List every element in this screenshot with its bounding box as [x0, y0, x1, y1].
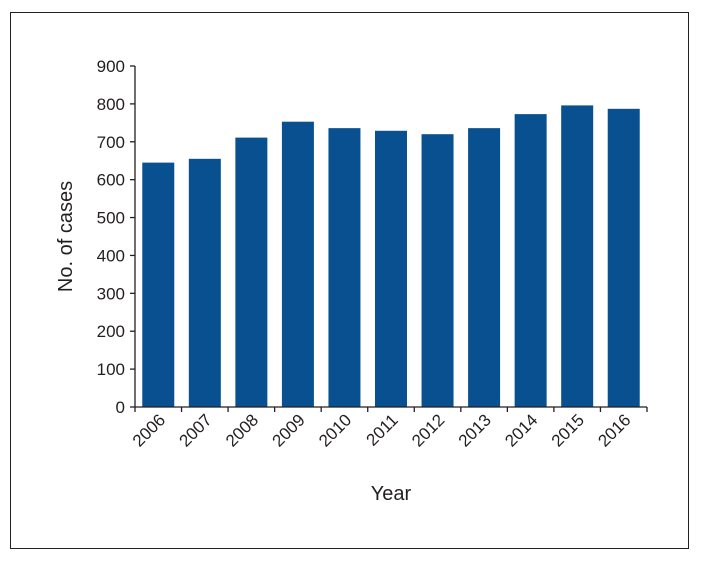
bar-2012 — [421, 134, 454, 407]
y-tick-label: 300 — [97, 284, 125, 303]
y-tick-label: 400 — [97, 246, 125, 265]
y-tick-label: 700 — [97, 133, 125, 152]
bar-2011 — [375, 130, 407, 408]
x-tick-label-2014: 2014 — [501, 410, 541, 450]
x-tick-label-2008: 2008 — [222, 410, 262, 450]
x-tick-label-2010: 2010 — [315, 410, 355, 450]
bar-2013 — [468, 128, 501, 408]
x-tick-label-2013: 2013 — [455, 410, 495, 450]
y-tick-label: 200 — [97, 322, 125, 341]
bar-2014 — [514, 114, 547, 407]
x-tick-label-2012: 2012 — [408, 410, 448, 450]
y-axis-title: No. of cases — [55, 181, 77, 292]
bar-2008 — [235, 137, 268, 408]
x-tick-label-2006: 2006 — [129, 410, 169, 450]
y-axis-ticks: 0 100 200 300 400 500 600 700 800 900 — [97, 57, 135, 417]
bars-group — [142, 105, 640, 408]
x-tick-label-2011: 2011 — [363, 410, 402, 449]
x-tick-label-2009: 2009 — [269, 410, 309, 450]
bar-2015 — [561, 105, 594, 407]
x-tick-label-2016: 2016 — [594, 410, 634, 450]
x-tick-label-2015: 2015 — [548, 410, 588, 450]
bar-2016 — [607, 108, 640, 407]
bar-2009 — [281, 121, 314, 408]
bar-2006 — [142, 162, 175, 407]
bar-2010 — [328, 128, 361, 408]
y-tick-label: 900 — [97, 57, 125, 76]
y-tick-label: 800 — [97, 95, 125, 114]
y-tick-label: 600 — [97, 171, 125, 190]
x-axis-title: Year — [371, 483, 412, 505]
bar-2007 — [188, 158, 221, 407]
y-tick-label: 0 — [116, 398, 125, 417]
y-tick-label: 100 — [97, 360, 125, 379]
x-tick-label-2007: 2007 — [175, 410, 215, 450]
x-axis-ticks: 2006 2007 2008 2009 2010 2011 2012 2013 2014 2015… — [129, 407, 648, 451]
y-tick-label: 500 — [97, 209, 125, 228]
